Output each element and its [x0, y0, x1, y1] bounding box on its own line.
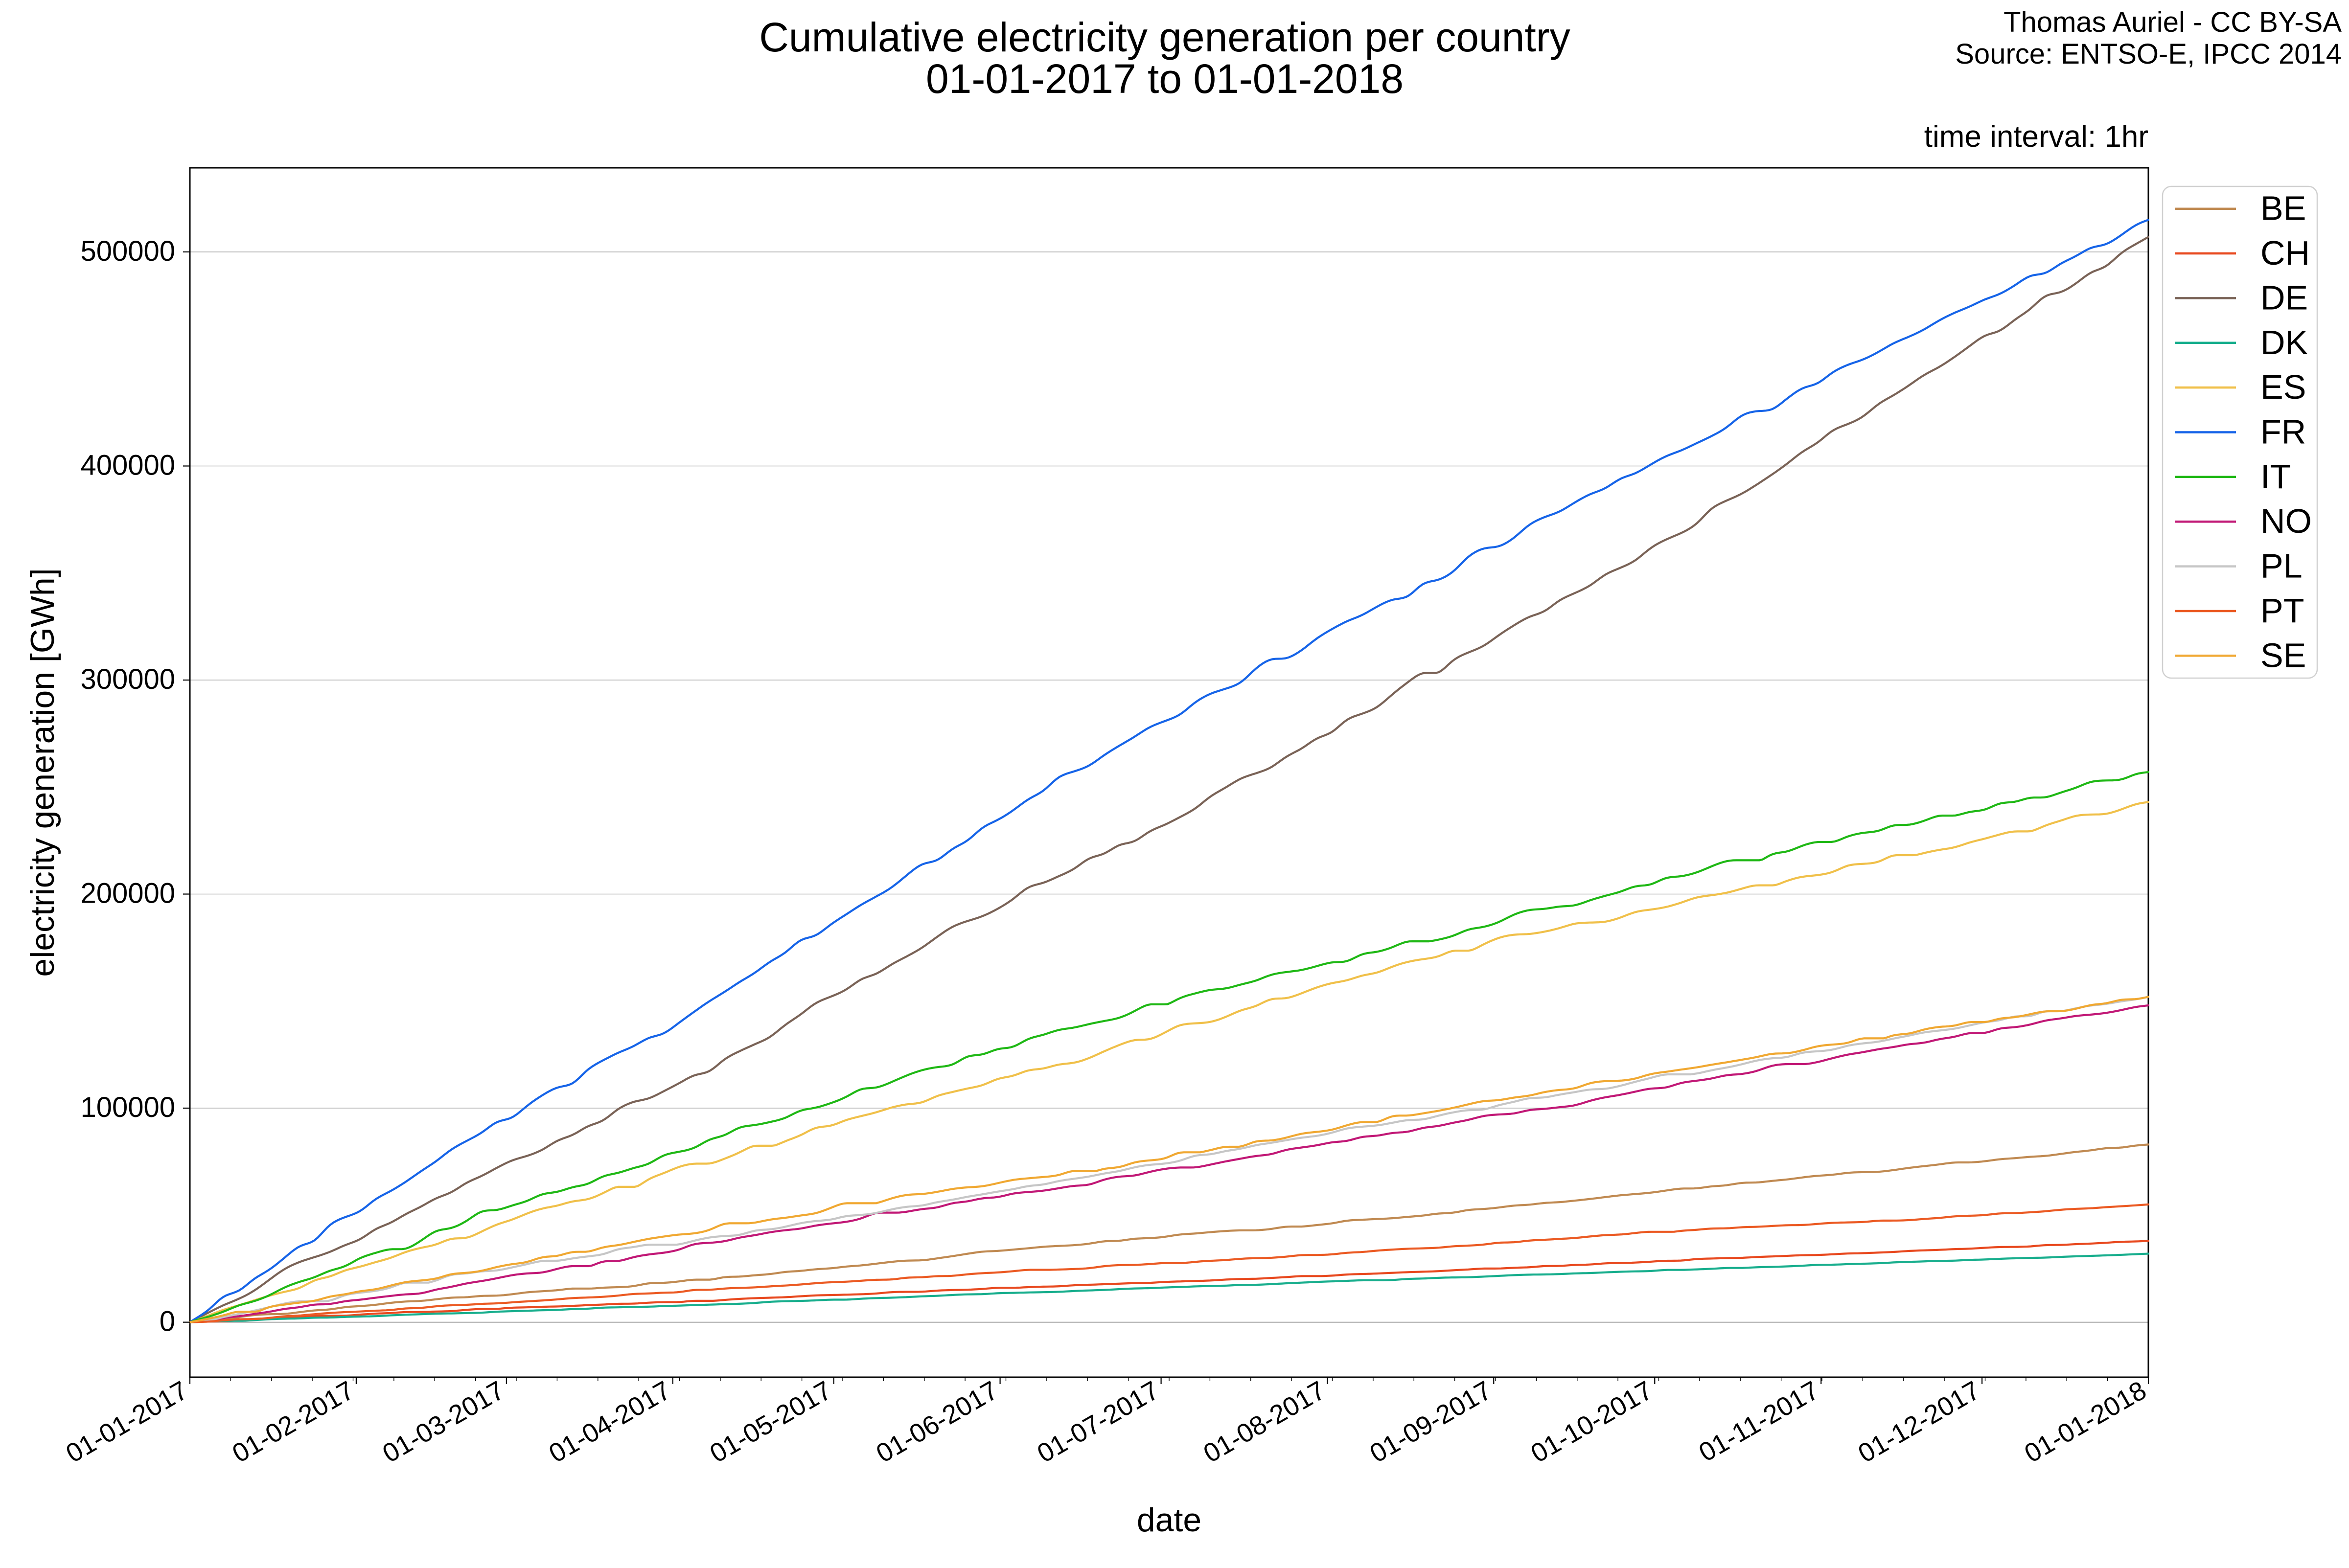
svg-text:01-01-2017 to 01-01-2018: 01-01-2017 to 01-01-2018	[926, 56, 1404, 102]
svg-text:Source: ENTSO-E, IPCC 2014: Source: ENTSO-E, IPCC 2014	[1955, 38, 2342, 70]
svg-text:BE: BE	[2260, 189, 2306, 227]
svg-text:ES: ES	[2260, 368, 2306, 406]
svg-text:PT: PT	[2260, 591, 2304, 630]
svg-text:100000: 100000	[80, 1091, 175, 1123]
svg-text:time interval: 1hr: time interval: 1hr	[1924, 120, 2148, 154]
svg-text:date: date	[1137, 1501, 1201, 1539]
svg-text:400000: 400000	[80, 449, 175, 481]
svg-text:IT: IT	[2260, 457, 2291, 496]
svg-text:300000: 300000	[80, 663, 175, 695]
svg-text:CH: CH	[2260, 234, 2310, 272]
svg-text:Thomas Auriel - CC BY-SA: Thomas Auriel - CC BY-SA	[2004, 6, 2342, 38]
svg-text:500000: 500000	[80, 235, 175, 267]
svg-text:NO: NO	[2260, 502, 2312, 540]
svg-text:0: 0	[160, 1306, 175, 1338]
svg-text:FR: FR	[2260, 413, 2306, 451]
svg-text:SE: SE	[2260, 636, 2306, 674]
svg-text:DK: DK	[2260, 323, 2308, 362]
svg-text:electricity generation [GWh]: electricity generation [GWh]	[24, 568, 61, 977]
svg-text:PL: PL	[2260, 547, 2303, 585]
svg-text:200000: 200000	[80, 878, 175, 909]
svg-text:DE: DE	[2260, 278, 2308, 317]
svg-text:Cumulative electricity generat: Cumulative electricity generation per co…	[759, 14, 1570, 60]
